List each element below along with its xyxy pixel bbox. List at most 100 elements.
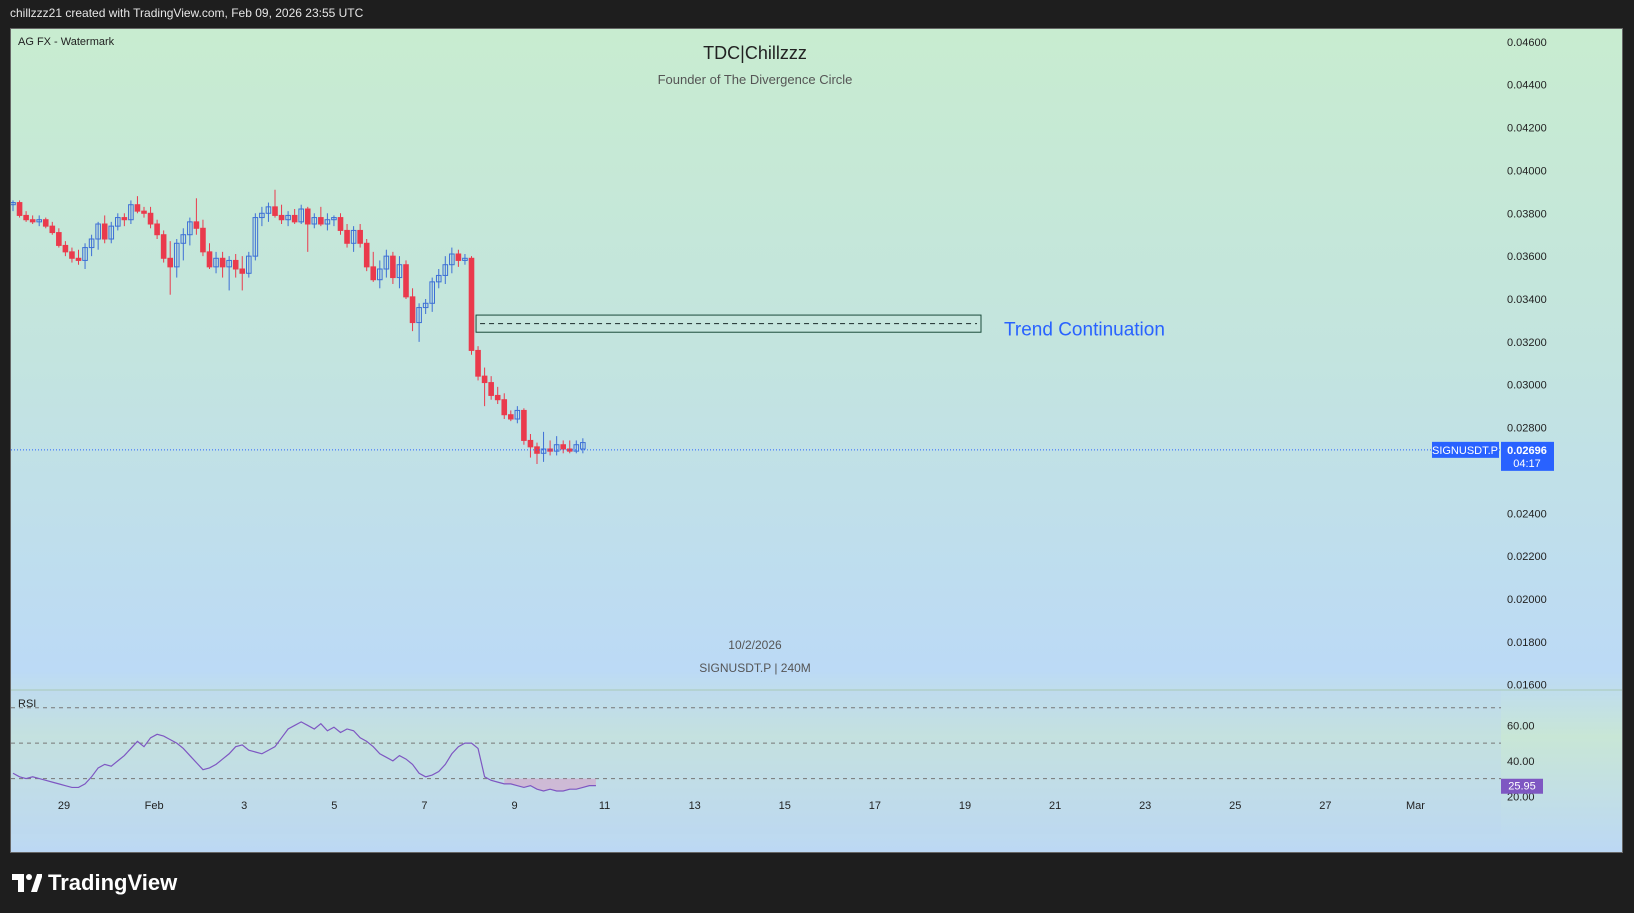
- candle[interactable]: [11, 200, 16, 212]
- candle[interactable]: [187, 217, 193, 246]
- candle[interactable]: [193, 198, 200, 235]
- candle[interactable]: [370, 251, 377, 282]
- candle[interactable]: [285, 211, 291, 227]
- candle[interactable]: [514, 406, 521, 424]
- candle[interactable]: [147, 206, 154, 229]
- candle[interactable]: [291, 209, 298, 224]
- candle[interactable]: [311, 213, 318, 229]
- rsi-value-tag[interactable]: [1501, 778, 1543, 794]
- candle[interactable]: [449, 247, 455, 274]
- candle[interactable]: [272, 189, 278, 218]
- candle[interactable]: [455, 249, 462, 267]
- candle[interactable]: [49, 221, 56, 235]
- candle[interactable]: [95, 221, 101, 250]
- candle[interactable]: [494, 386, 501, 404]
- candle[interactable]: [101, 215, 108, 244]
- candle[interactable]: [213, 251, 219, 274]
- candle[interactable]: [337, 213, 344, 235]
- candle[interactable]: [219, 251, 226, 278]
- x-axis[interactable]: 29 Feb 3 5 7 9 11 13 15 17 19 21 23 25 27 Mar: [58, 800, 1425, 812]
- candle[interactable]: [42, 217, 49, 229]
- candle[interactable]: [468, 256, 475, 355]
- candle[interactable]: [462, 254, 468, 265]
- candle[interactable]: [200, 219, 206, 257]
- candle[interactable]: [521, 408, 527, 445]
- candle[interactable]: [318, 206, 324, 227]
- candle[interactable]: [429, 277, 435, 312]
- candle[interactable]: [62, 241, 69, 257]
- candle[interactable]: [501, 393, 508, 419]
- candle[interactable]: [278, 204, 285, 224]
- tradingview-logo[interactable]: TradingView: [12, 870, 177, 896]
- candle[interactable]: [69, 247, 75, 263]
- candle[interactable]: [23, 211, 29, 222]
- candle[interactable]: [16, 200, 23, 218]
- candle[interactable]: [435, 269, 442, 289]
- candle[interactable]: [350, 226, 357, 252]
- candle[interactable]: [324, 213, 331, 231]
- candle[interactable]: [75, 249, 82, 265]
- trend-zone-rect[interactable]: [475, 314, 982, 333]
- candle[interactable]: [566, 440, 573, 454]
- y-axis[interactable]: 0.04600 0.04400 0.04200 0.04000 0.03800 0.036…: [1507, 37, 1547, 692]
- last-price-tag[interactable]: [1501, 441, 1554, 471]
- candle[interactable]: [56, 228, 62, 248]
- candle[interactable]: [160, 230, 167, 263]
- candle[interactable]: [422, 299, 429, 314]
- chart-frame[interactable]: AG FX - Watermark TDC|Chillzzz Founder o…: [10, 28, 1623, 853]
- candle[interactable]: [173, 239, 180, 278]
- chart-svg[interactable]: AG FX - Watermark TDC|Chillzzz Founder o…: [11, 29, 1622, 852]
- candle[interactable]: [390, 251, 396, 284]
- candle[interactable]: [128, 200, 134, 224]
- candle[interactable]: [121, 213, 128, 227]
- candle[interactable]: [154, 219, 160, 239]
- candle[interactable]: [383, 249, 390, 278]
- candle[interactable]: [304, 206, 311, 252]
- candle[interactable]: [29, 215, 36, 224]
- candle[interactable]: [259, 206, 265, 227]
- candle[interactable]: [134, 196, 141, 214]
- candle[interactable]: [540, 431, 547, 462]
- candle[interactable]: [232, 254, 239, 278]
- candle[interactable]: [580, 438, 586, 454]
- candle[interactable]: [226, 256, 232, 291]
- symbol-tag[interactable]: [1432, 441, 1499, 458]
- candle[interactable]: [108, 221, 115, 244]
- candle[interactable]: [246, 251, 252, 278]
- candle[interactable]: [88, 234, 95, 257]
- candle[interactable]: [481, 367, 488, 407]
- candle[interactable]: [508, 410, 514, 422]
- candle[interactable]: [553, 436, 560, 456]
- candle[interactable]: [363, 239, 370, 272]
- candle[interactable]: [180, 228, 187, 261]
- candle[interactable]: [547, 440, 553, 456]
- candle[interactable]: [206, 243, 213, 269]
- candle[interactable]: [357, 224, 363, 248]
- candle[interactable]: [442, 256, 449, 284]
- candle[interactable]: [475, 346, 481, 381]
- candle[interactable]: [396, 256, 403, 289]
- annotation-label[interactable]: Trend Continuation: [1004, 320, 1165, 341]
- candle[interactable]: [488, 376, 494, 400]
- candle[interactable]: [409, 288, 416, 332]
- candle[interactable]: [265, 202, 272, 222]
- candle-layer[interactable]: [11, 189, 586, 464]
- candle[interactable]: [167, 241, 173, 295]
- candle[interactable]: [239, 256, 246, 291]
- candle[interactable]: [403, 260, 409, 299]
- candle[interactable]: [141, 206, 147, 218]
- candle[interactable]: [560, 440, 567, 454]
- candle[interactable]: [36, 215, 42, 227]
- candle[interactable]: [416, 303, 422, 342]
- candle[interactable]: [534, 442, 540, 464]
- candle[interactable]: [377, 260, 383, 289]
- zone-layer[interactable]: Trend Continuation: [475, 314, 1165, 341]
- candle[interactable]: [115, 213, 121, 231]
- candle[interactable]: [573, 440, 580, 454]
- candle[interactable]: [344, 224, 350, 248]
- candle[interactable]: [331, 215, 337, 227]
- candle[interactable]: [527, 434, 534, 458]
- candle[interactable]: [252, 213, 259, 261]
- candle[interactable]: [82, 243, 88, 269]
